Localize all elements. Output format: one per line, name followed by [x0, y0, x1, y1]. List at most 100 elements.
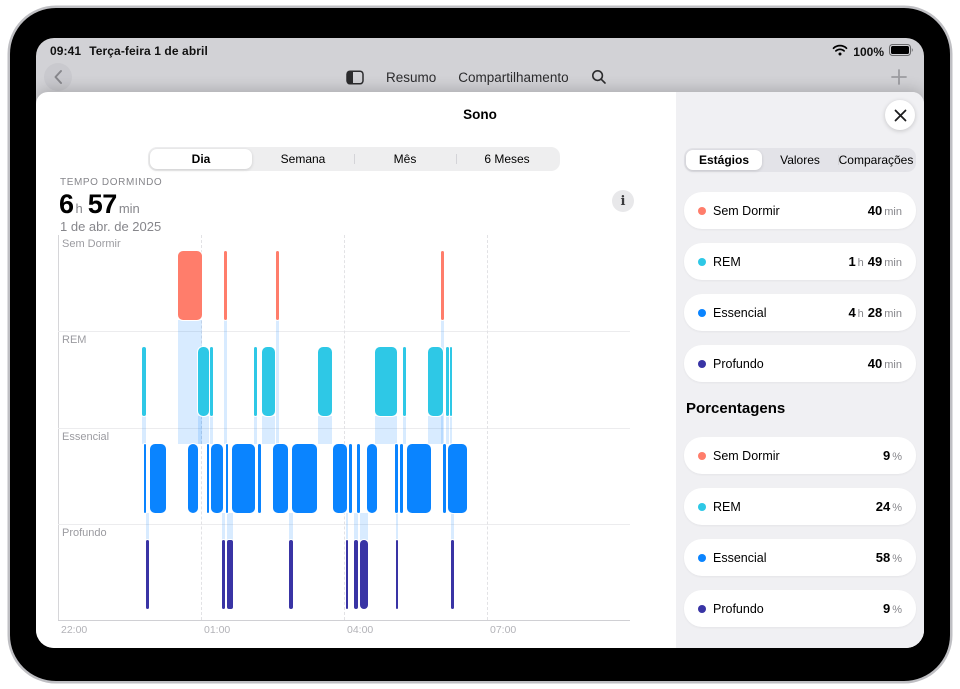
sleep-segment-rem [317, 347, 333, 417]
sleep-segment-core [273, 443, 289, 513]
stage-connector [275, 320, 279, 444]
stage-connector [374, 416, 398, 444]
sleep-segment-core [188, 443, 198, 513]
stage-connector [451, 512, 454, 540]
nav-item-compartilhamento[interactable]: Compartilhamento [458, 69, 569, 85]
plus-icon [891, 69, 907, 85]
value-unit: h [857, 256, 864, 269]
stage-name: Profundo [713, 356, 764, 371]
sleep-segment-core [150, 443, 167, 513]
status-bar: 09:41 Terça-feira 1 de abril 100% [36, 38, 924, 62]
stage-duration-list: Sem Dormir 40 min REM 1 h 49 min Essencial 4 h 28 mi… [684, 192, 916, 396]
stage-card-sem-dormir: Sem Dormir 40 min [684, 192, 916, 229]
stage-name: REM [713, 499, 741, 514]
page-title: Sono [463, 107, 497, 122]
stage-connector [177, 320, 202, 444]
tab-mês[interactable]: Mês [354, 149, 456, 169]
stage-card-rem: REM 24% [684, 488, 916, 525]
nav-item-resumo[interactable]: Resumo [386, 69, 437, 85]
stage-color-dot [698, 206, 706, 215]
value-unit: min [884, 256, 902, 269]
value-number: 40 [867, 355, 883, 371]
sleep-segment-rem [209, 347, 213, 417]
sleep-segment-awake [224, 251, 227, 320]
stage-color-dot [698, 308, 706, 317]
stage-value: 4 h 28 min [848, 304, 902, 322]
add-button[interactable] [886, 64, 912, 90]
sleep-segment-deep [289, 539, 294, 609]
sleep-segment-rem [449, 347, 453, 417]
sleep-segment-deep [354, 539, 359, 609]
stage-name: Sem Dormir [713, 203, 780, 218]
sleep-segment-core [394, 443, 399, 513]
sleep-segment-core [231, 443, 255, 513]
stage-name: Essencial [713, 550, 767, 565]
value-number: 28 [867, 304, 883, 320]
stage-value: 9% [883, 447, 902, 465]
stage-card-sem-dormir: Sem Dormir 9% [684, 437, 916, 474]
back-button[interactable] [44, 63, 72, 91]
status-date: Terça-feira 1 de abril [89, 44, 208, 58]
stage-connector [446, 416, 449, 444]
x-gridline [344, 235, 345, 620]
value-unit: min [884, 358, 902, 371]
stage-color-dot [698, 604, 706, 613]
status-time: 09:41 [50, 44, 82, 58]
value-unit: % [892, 603, 902, 616]
battery-icon [889, 43, 914, 61]
tab-valores[interactable]: Valores [780, 153, 820, 167]
sleep-segment-deep [359, 539, 368, 609]
stage-connector [402, 416, 406, 444]
metric-date: 1 de abr. de 2025 [60, 219, 162, 234]
stage-connector [395, 512, 399, 540]
tab-semana[interactable]: Semana [280, 152, 326, 166]
tab-6-meses[interactable]: 6 Meses [456, 149, 558, 169]
stage-connector [289, 512, 294, 540]
sleep-stages-chart[interactable]: 22:00 01:00 04:00 07:00 Sem Dormir REM Essenci… [58, 235, 630, 640]
wifi-icon [832, 43, 848, 61]
value-number: 6 [59, 189, 74, 219]
value-number: 9 [882, 447, 891, 463]
stage-connector [359, 512, 368, 540]
sleep-segment-core [442, 443, 446, 513]
value-unit: h [75, 201, 83, 216]
stage-name: Essencial [713, 305, 767, 320]
sleep-segment-rem [254, 347, 257, 417]
stage-row-label: Sem Dormir [62, 238, 121, 250]
info-button[interactable]: i [612, 190, 634, 212]
sidebar-toggle-icon[interactable] [346, 69, 364, 85]
sleep-segment-deep [227, 539, 233, 609]
stage-row-label: Profundo [62, 526, 107, 539]
stage-connector [254, 416, 257, 444]
stage-connector [262, 416, 275, 444]
value-unit: min [884, 205, 902, 218]
value-unit: % [892, 450, 902, 463]
value-number: 4 [848, 304, 856, 320]
chevron-left-icon [54, 70, 62, 84]
sleep-segment-core [348, 443, 352, 513]
sleep-segment-awake [177, 251, 202, 320]
stage-value: 24% [876, 498, 902, 516]
screen: 09:41 Terça-feira 1 de abril 100% [36, 38, 924, 648]
tab-estágios[interactable]: Estágios [686, 150, 762, 170]
stage-color-dot [698, 257, 706, 266]
value-number: 1 [848, 253, 856, 269]
sleep-segment-core [332, 443, 348, 513]
stage-value: 58% [876, 549, 902, 567]
sleep-segment-deep [345, 539, 349, 609]
sleep-segment-core [448, 443, 468, 513]
stage-connector [354, 512, 359, 540]
close-button[interactable] [885, 100, 915, 130]
search-icon[interactable] [591, 69, 607, 85]
x-tick-label: 22:00 [61, 624, 88, 636]
stage-card-profundo: Profundo 40 min [684, 345, 916, 382]
value-number: 57 [87, 189, 118, 219]
value-unit: min [118, 201, 140, 216]
tab-comparações[interactable]: Comparações [838, 150, 914, 170]
x-gridline [487, 235, 488, 620]
tab-dia[interactable]: Dia [150, 149, 252, 169]
stage-card-essencial: Essencial 58% [684, 539, 916, 576]
stage-row-label: REM [62, 334, 87, 347]
details-segmented-control: Estágios Valores Comparações [684, 148, 916, 172]
value-number: 49 [867, 253, 883, 269]
